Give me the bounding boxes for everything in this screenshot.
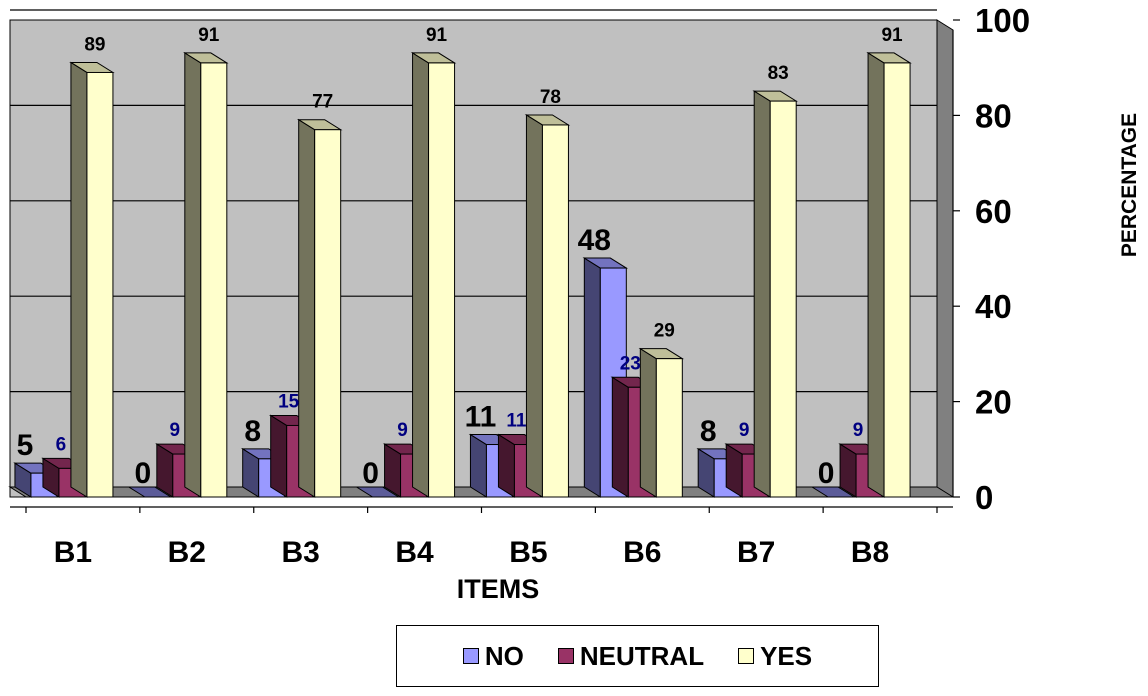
bar-top bbox=[810, 486, 856, 498]
y-axis-title: PERCENTAGE bbox=[1118, 113, 1141, 257]
bar-no-b4 bbox=[354, 486, 401, 498]
data-label-yes: 77 bbox=[312, 92, 333, 113]
y-tick-label: 80 bbox=[975, 97, 1012, 134]
y-tick-label: 100 bbox=[975, 2, 1030, 39]
legend-item-neutral: NEUTRAL bbox=[557, 640, 705, 672]
y-tick-label: 60 bbox=[975, 193, 1012, 230]
data-label-no: 8 bbox=[244, 415, 261, 448]
x-tick-label: B4 bbox=[395, 536, 434, 569]
legend-label-no: NO bbox=[484, 640, 524, 671]
y-tick-label: 0 bbox=[975, 479, 993, 516]
data-label-yes: 91 bbox=[426, 25, 448, 46]
bar-side bbox=[639, 347, 657, 498]
bar-no-b8 bbox=[810, 486, 856, 498]
bars bbox=[13, 52, 912, 498]
x-tick-label: B1 bbox=[54, 536, 92, 569]
legend-label-neutral: NEUTRAL bbox=[579, 640, 705, 671]
bar-yes-b6 bbox=[638, 347, 685, 498]
bar-side bbox=[583, 257, 601, 498]
bar-side bbox=[184, 52, 202, 498]
data-label-neutral: 9 bbox=[397, 420, 408, 441]
data-label-yes: 91 bbox=[881, 25, 903, 46]
data-label-no: 11 bbox=[465, 401, 497, 434]
bar-side bbox=[497, 433, 515, 498]
data-label-neutral: 9 bbox=[739, 420, 750, 441]
legend-label-yes: YES bbox=[760, 640, 813, 671]
bar-side bbox=[412, 52, 430, 498]
x-tick-label: B5 bbox=[509, 536, 547, 569]
data-label-no: 0 bbox=[134, 457, 151, 490]
bar-side bbox=[298, 118, 316, 498]
bar-front bbox=[200, 62, 228, 498]
data-label-yes: 89 bbox=[84, 34, 105, 55]
legend-swatch-no bbox=[462, 648, 479, 664]
bar-front bbox=[883, 62, 911, 498]
data-label-yes: 78 bbox=[540, 87, 561, 108]
data-label-yes: 29 bbox=[654, 321, 675, 342]
data-label-no: 0 bbox=[362, 457, 379, 490]
bar-yes-b8 bbox=[866, 52, 912, 498]
bar-front bbox=[541, 124, 569, 498]
data-label-neutral: 6 bbox=[56, 434, 67, 455]
legend-swatch-neutral bbox=[557, 648, 574, 664]
bar-side bbox=[525, 114, 543, 498]
bar-yes-b2 bbox=[183, 52, 229, 498]
bar-top bbox=[354, 486, 401, 498]
data-label-neutral: 23 bbox=[620, 353, 641, 374]
x-tick-label: B7 bbox=[737, 536, 775, 569]
x-tick-label: B2 bbox=[168, 536, 206, 569]
bar-side bbox=[70, 61, 88, 498]
data-label-neutral: 9 bbox=[853, 420, 864, 441]
bar-side bbox=[867, 52, 885, 498]
bar-no-b2 bbox=[127, 486, 173, 498]
data-label-no: 8 bbox=[700, 415, 717, 448]
legend-swatch-yes bbox=[738, 648, 755, 664]
x-tick-label: B8 bbox=[851, 536, 889, 569]
data-label-neutral: 9 bbox=[170, 420, 181, 441]
data-label-neutral: 15 bbox=[278, 391, 300, 412]
legend-item-yes: YES bbox=[738, 641, 812, 672]
bar-yes-b3 bbox=[296, 118, 343, 498]
data-label-no: 5 bbox=[17, 429, 34, 462]
y-tick-label: 20 bbox=[975, 384, 1012, 421]
bar-side bbox=[270, 414, 288, 498]
legend-item-no: NO bbox=[462, 640, 524, 672]
bar-yes-b4 bbox=[410, 52, 457, 498]
x-axis-title: ITEMS bbox=[457, 574, 540, 604]
data-label-no: 0 bbox=[818, 457, 835, 490]
data-label-neutral: 11 bbox=[506, 411, 527, 432]
bar-yes-b7 bbox=[752, 90, 798, 498]
bar-front bbox=[314, 129, 342, 498]
data-label-yes: 83 bbox=[768, 63, 789, 84]
data-label-yes: 91 bbox=[198, 25, 220, 46]
bar-front bbox=[769, 100, 797, 498]
x-tick-label: B6 bbox=[623, 536, 661, 569]
x-tick-label: B3 bbox=[282, 536, 320, 569]
bar-side bbox=[469, 433, 487, 498]
y-tick-label: 40 bbox=[975, 288, 1012, 325]
bar-front bbox=[428, 62, 456, 498]
legend: NO NEUTRAL YES bbox=[396, 625, 879, 687]
bar-yes-b1 bbox=[69, 61, 115, 498]
bar-top bbox=[127, 486, 173, 498]
bar-yes-b5 bbox=[524, 114, 571, 498]
data-label-no: 48 bbox=[578, 224, 611, 257]
bar-side bbox=[611, 376, 629, 498]
bar-side bbox=[753, 90, 771, 498]
side-wall bbox=[936, 19, 954, 498]
bar-front bbox=[655, 358, 683, 498]
bar-front bbox=[86, 71, 114, 498]
